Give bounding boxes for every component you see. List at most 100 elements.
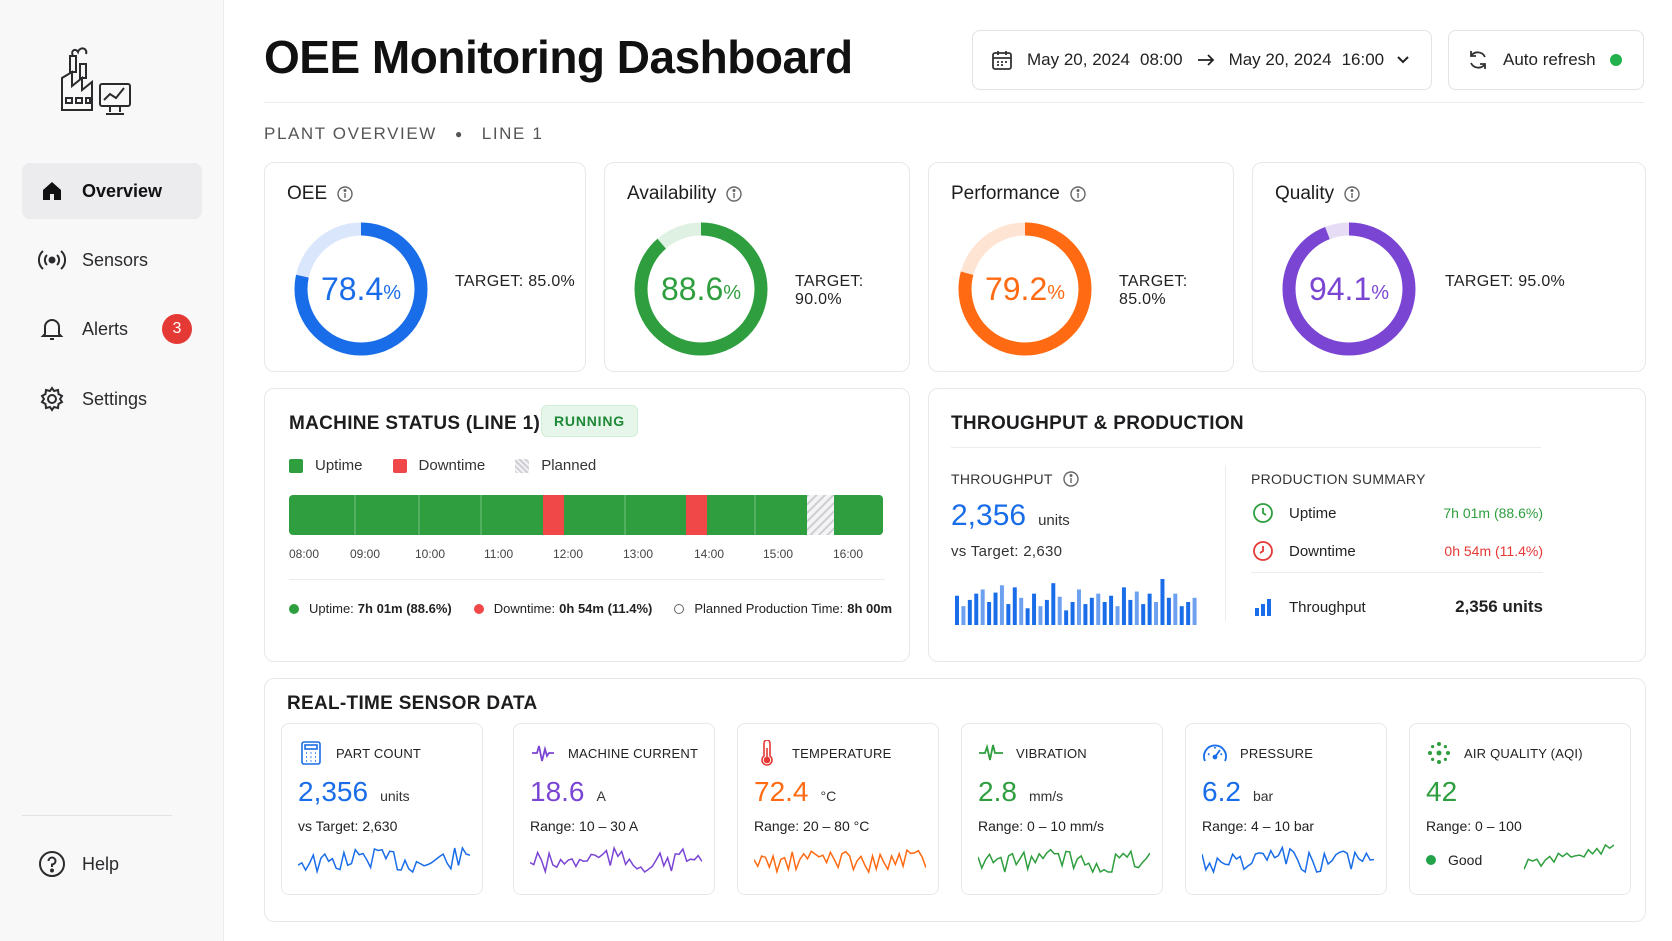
planned-label: Planned Production Time: — [694, 601, 844, 616]
sensor-data-card: REAL-TIME SENSOR DATA PART COUNT 2,356 un… — [264, 678, 1646, 922]
machine-status-summary: Uptime: 7h 01m (88.6%) Downtime: 0h 54m (1… — [289, 601, 892, 616]
refresh-icon — [1470, 51, 1486, 69]
sensor-card-pressure[interactable]: PRESSURE 6.2 bar Range: 4 – 10 bar — [1185, 723, 1387, 895]
timeline-tick: 08:00 — [289, 547, 320, 561]
home-icon — [38, 177, 66, 205]
throughput-label: THROUGHPUT — [951, 471, 1053, 487]
breadcrumb-plant[interactable]: PLANT OVERVIEW — [264, 124, 437, 143]
info-icon[interactable] — [337, 186, 353, 202]
downtime-label: Downtime: — [493, 601, 556, 616]
sparkline — [754, 848, 926, 874]
throughput-bar — [974, 593, 979, 625]
kpi-card-quality: Quality 94.1% TARGET: 95.0% — [1252, 162, 1646, 372]
throughput-bar — [1147, 593, 1152, 625]
machine-status-divider — [289, 579, 885, 580]
auto-refresh-toggle[interactable]: Auto refresh — [1448, 30, 1644, 90]
bell-icon — [38, 315, 66, 343]
kpi-value: 78.4 — [320, 270, 384, 307]
throughput-bar — [1096, 593, 1101, 625]
date-range-picker[interactable]: May 20, 2024 08:00 May 20, 2024 16:00 — [972, 30, 1432, 90]
machine-status-title: MACHINE STATUS (LINE 1) — [289, 413, 541, 434]
throughput-bar — [1070, 602, 1075, 625]
planned-swatch — [515, 458, 530, 473]
info-icon[interactable] — [1344, 186, 1360, 202]
sensor-sub: Range: 0 – 100 — [1426, 818, 1522, 834]
auto-refresh-label: Auto refresh — [1503, 50, 1596, 69]
downtime-label: Downtime — [1289, 542, 1356, 560]
sidebar-item-alerts[interactable]: Alerts 3 — [22, 301, 202, 357]
sidebar-item-sensors[interactable]: Sensors — [22, 232, 202, 288]
sensor-value: 2.8 — [978, 776, 1017, 807]
uptime-value: 7h 01m (88.6%) — [1443, 505, 1543, 521]
kpi-title: Availability — [627, 183, 717, 204]
sparkline — [978, 848, 1150, 874]
throughput-summary-label: Throughput — [1289, 598, 1366, 616]
production-uptime-row: Uptime 7h 01m (88.6%) — [1251, 501, 1543, 525]
downtime-value: 0h 54m (11.4%) — [559, 601, 653, 616]
uptime-dot — [289, 603, 299, 614]
throughput-bar — [1083, 604, 1088, 625]
production-throughput-row: Throughput 2,356 units — [1251, 595, 1543, 619]
oee-donut-chart — [294, 222, 428, 356]
breadcrumb-line[interactable]: LINE 1 — [481, 124, 544, 143]
uptime-value: 7h 01m (88.6%) — [357, 601, 452, 616]
kpi-percent: % — [723, 281, 742, 304]
timeline-tick: 11:00 — [484, 547, 514, 561]
donut-progress-arc — [958, 222, 1092, 356]
sparkline-path — [530, 845, 702, 874]
timeline-tick: 14:00 — [694, 547, 725, 561]
performance-donut-chart — [958, 222, 1092, 356]
gear-icon — [38, 385, 66, 413]
kpi-card-oee: OEE 78.4% TARGET: 85.0% — [264, 162, 586, 372]
sensor-card-machine-current[interactable]: MACHINE CURRENT 18.6 A Range: 10 – 30 A — [513, 723, 715, 895]
throughput-summary-value: 2,356 units — [1455, 597, 1543, 616]
sidebar-item-help[interactable]: Help — [22, 836, 202, 892]
downtime-segment — [543, 495, 564, 535]
air-quality-icon — [1426, 740, 1452, 766]
throughput-bar — [980, 589, 985, 625]
throughput-bar — [1057, 596, 1062, 625]
status-text: Good — [1448, 852, 1483, 868]
uptime-label: Uptime: — [309, 601, 354, 616]
throughput-bar — [1077, 589, 1081, 625]
kpi-percent: % — [1371, 281, 1390, 304]
sidebar-item-overview[interactable]: Overview — [22, 163, 202, 219]
throughput-bar-chart — [955, 579, 1197, 625]
kpi-percent: % — [383, 281, 402, 304]
legend-uptime: Uptime — [315, 457, 363, 474]
sensor-name: MACHINE CURRENT — [568, 745, 699, 761]
kpi-value: 94.1 — [1308, 270, 1372, 307]
main-content: OEE Monitoring Dashboard May 20, 2024 08… — [224, 0, 1672, 941]
timeline-tick: 09:00 — [350, 547, 381, 561]
sensor-sub: Range: 0 – 10 mm/s — [978, 818, 1105, 834]
sparkline — [1202, 845, 1374, 874]
sidebar-item-settings[interactable]: Settings — [22, 371, 202, 427]
sensor-value: 42 — [1426, 776, 1458, 807]
sensor-name: AIR QUALITY (AQI) — [1464, 745, 1583, 761]
availability-donut-chart — [634, 222, 768, 356]
info-icon[interactable] — [726, 186, 743, 202]
sensor-unit: °C — [820, 788, 837, 804]
throughput-bar — [1089, 597, 1094, 625]
info-icon[interactable] — [1070, 186, 1086, 202]
timeline-tick: 13:00 — [623, 547, 654, 561]
sensor-card-air-quality[interactable]: AIR QUALITY (AQI) 42 Range: 0 – 100 Good — [1409, 723, 1631, 895]
sensor-name: PRESSURE — [1240, 745, 1314, 761]
sparkline-path — [1524, 843, 1614, 870]
donut-progress-arc — [294, 222, 428, 356]
throughput-bar — [1038, 606, 1043, 625]
sensor-card-part-count[interactable]: PART COUNT 2,356 units vs Target: 2,630 — [281, 723, 483, 895]
sparkline-path — [298, 846, 470, 874]
uptime-segment — [289, 495, 883, 535]
sensor-unit: mm/s — [1028, 788, 1064, 804]
timeline-tick: 12:00 — [553, 547, 584, 561]
sensor-card-vibration[interactable]: VIBRATION 2.8 mm/s Range: 0 – 10 mm/s — [961, 723, 1163, 895]
kpi-target: TARGET: 90.0% — [795, 273, 864, 308]
throughput-bar — [1109, 595, 1114, 625]
sensor-card-temperature[interactable]: TEMPERATURE 72.4 °C Range: 20 – 80 °C — [737, 723, 939, 895]
sensor-section-title: REAL-TIME SENSOR DATA — [287, 693, 538, 714]
throughput-value: 2,356 — [951, 499, 1027, 532]
throughput-bar — [961, 606, 966, 625]
info-icon[interactable] — [1063, 471, 1079, 487]
